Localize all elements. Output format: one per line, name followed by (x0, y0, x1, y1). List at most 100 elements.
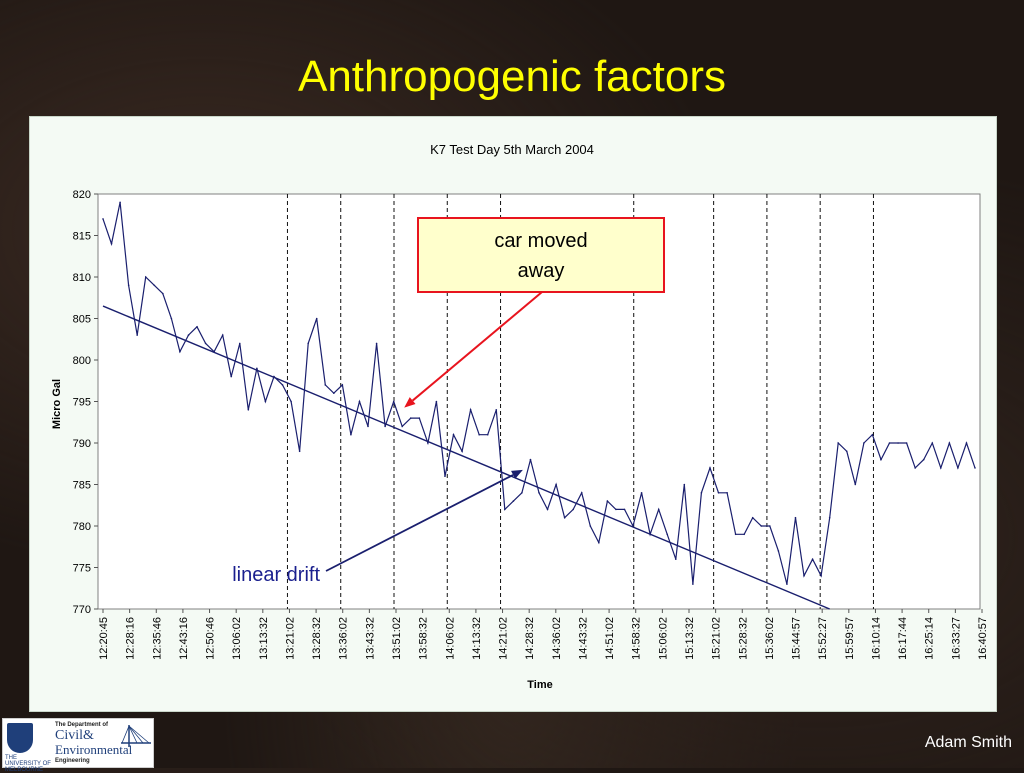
data-point (871, 433, 874, 436)
linear-drift-arrow (325, 474, 514, 572)
x-tick-label: 16:33:27 (950, 617, 962, 660)
data-point (863, 442, 865, 444)
data-point (538, 492, 540, 494)
data-point (247, 409, 250, 411)
trend-line (102, 305, 830, 610)
data-point (751, 516, 754, 519)
data-point (606, 500, 609, 502)
data-point (820, 575, 822, 577)
data-point (769, 525, 771, 527)
data-point (504, 508, 506, 511)
data-point (529, 458, 532, 461)
x-tick-label: 12:35:46 (151, 617, 163, 660)
data-point (401, 425, 404, 428)
data-point (298, 450, 301, 453)
data-points (102, 201, 976, 585)
y-tick-label: 795 (73, 397, 91, 409)
y-tick-label: 785 (73, 480, 91, 492)
y-tick-label: 800 (73, 355, 91, 367)
data-point (803, 575, 805, 577)
data-point (418, 417, 421, 419)
data-point (880, 458, 882, 461)
x-tick-label: 13:28:32 (311, 617, 323, 660)
data-point (546, 508, 549, 511)
data-point (794, 516, 797, 519)
data-point (144, 276, 147, 278)
data-point (563, 516, 566, 519)
x-tick-label: 14:13:32 (471, 617, 483, 660)
chart-panel: K7 Test Day 5th March 2004 Micro Gal Tim… (29, 116, 997, 712)
x-tick-label: 15:36:02 (764, 617, 776, 660)
data-point (187, 334, 190, 336)
logo-department-text: The Department of (55, 722, 109, 728)
data-point (333, 392, 335, 395)
x-tick-label: 13:36:02 (338, 617, 350, 660)
x-tick-label: 13:51:02 (391, 617, 403, 660)
x-tick-label: 15:28:32 (737, 617, 749, 660)
data-point (811, 558, 814, 560)
data-point (905, 442, 908, 444)
data-point (392, 400, 395, 403)
data-point (931, 442, 934, 444)
y-tick-label: 780 (73, 521, 91, 533)
data-point (726, 492, 728, 494)
author-name: Adam Smith (924, 734, 1012, 751)
data-point (409, 417, 412, 419)
data-point (315, 317, 318, 320)
data-point (837, 442, 840, 444)
x-tick-label: 13:58:32 (418, 617, 430, 660)
data-point (341, 384, 344, 386)
x-tick-label: 13:21:02 (284, 617, 296, 660)
data-point (717, 492, 720, 494)
x-tick-label: 12:43:16 (178, 617, 190, 660)
logo-engineering-text: Engineering (55, 758, 90, 764)
data-point (127, 284, 130, 287)
dashed-separators (286, 194, 874, 609)
x-tick-label: 16:10:14 (870, 617, 882, 660)
x-tick-label: 15:59:57 (844, 617, 856, 660)
data-point (204, 342, 207, 345)
data-point (922, 458, 925, 461)
car-moved-annotation-line1: car moved (494, 230, 587, 252)
data-point (179, 350, 181, 353)
car-moved-arrow (411, 291, 543, 402)
data-point (657, 508, 660, 511)
data-point (914, 467, 916, 469)
y-axis-ticks: 770 775 780 785 790 795 800 805 810 815 820 (73, 189, 98, 616)
data-point (974, 467, 976, 469)
data-point (170, 317, 173, 320)
data-point (119, 201, 121, 204)
x-tick-label: 15:44:57 (791, 617, 803, 660)
slide-title: Anthropogenic factors (297, 52, 727, 101)
y-tick-label: 820 (73, 189, 91, 201)
logo-civil-text: Civil& (55, 728, 94, 743)
data-point (162, 292, 164, 295)
university-logo: THE UNIVERSITY OF MELBOURNE The Departme… (2, 718, 154, 773)
data-point (102, 218, 104, 220)
x-axis-ticks: 12:20:45 12:28:16 12:35:46 12:43:16 12:50:46… (98, 609, 989, 660)
data-point (940, 467, 942, 469)
data-point (760, 525, 763, 527)
data-point (469, 409, 472, 411)
data-point (281, 384, 284, 386)
data-point (589, 525, 592, 527)
data-point (358, 400, 361, 403)
data-point (238, 342, 241, 345)
y-tick-label: 770 (73, 604, 91, 616)
data-point (888, 442, 891, 444)
data-point (521, 492, 523, 494)
y-axis-label: Micro Gal (51, 379, 63, 429)
chart-svg: K7 Test Day 5th March 2004 Micro Gal Tim… (51, 142, 989, 691)
data-point (734, 533, 737, 536)
data-point (828, 516, 831, 519)
data-point (897, 442, 899, 444)
x-tick-label: 14:06:02 (444, 617, 456, 660)
data-point (136, 334, 138, 336)
data-point (452, 433, 455, 436)
data-point (786, 583, 788, 585)
x-tick-label: 12:20:45 (98, 617, 110, 660)
x-tick-label: 15:06:02 (657, 617, 669, 660)
x-tick-label: 14:28:32 (524, 617, 536, 660)
data-point (324, 384, 327, 386)
x-tick-label: 14:21:02 (498, 617, 510, 660)
